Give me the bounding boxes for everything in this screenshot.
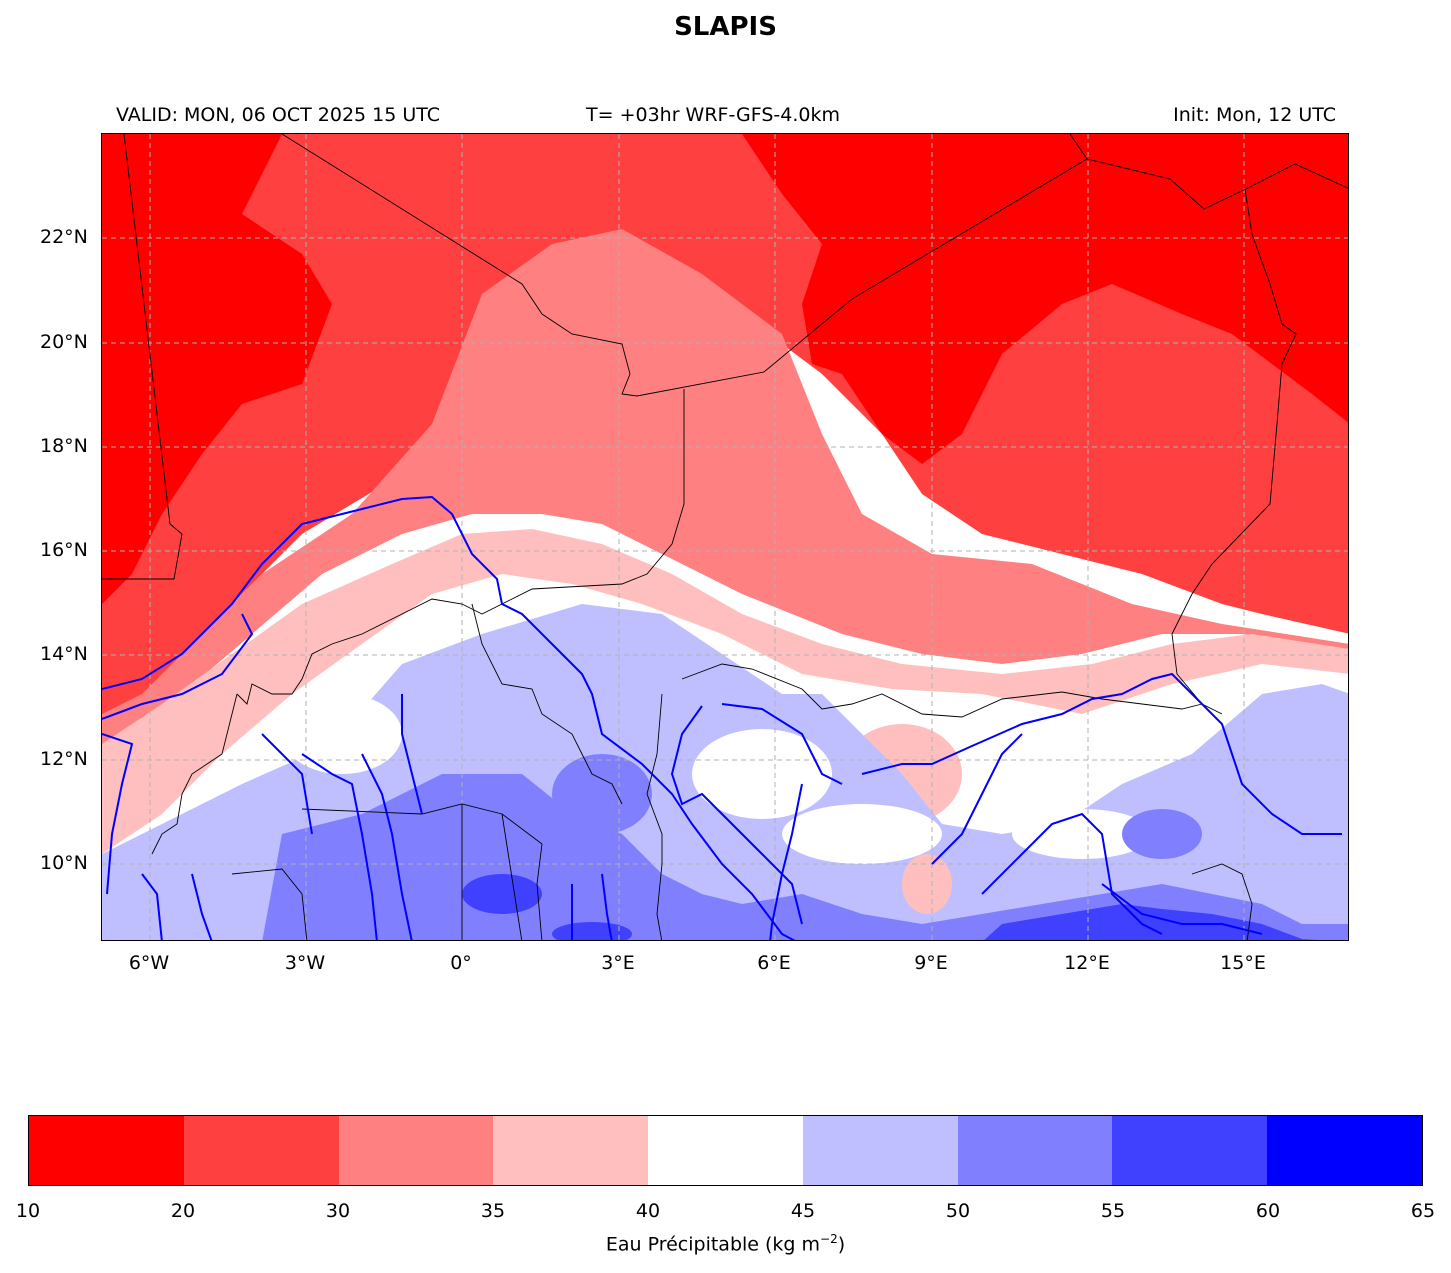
- field-35-40-patch: [902, 854, 952, 914]
- lon-tick-label: 9°E: [914, 952, 948, 974]
- lat-tick-label: 12°N: [40, 748, 88, 770]
- colorbar-tick-label: 45: [790, 1200, 816, 1222]
- lat-tick-label: 20°N: [40, 331, 88, 353]
- lon-tick-label: 15°E: [1220, 952, 1266, 974]
- lon-tick-label: 3°W: [284, 952, 326, 974]
- precipitable-water-map: [101, 133, 1349, 941]
- colorbar-segment: [957, 1116, 1113, 1185]
- lat-tick-label: 10°N: [40, 852, 88, 874]
- colorbar-segment: [1112, 1116, 1268, 1185]
- init-time-label: Init: Mon, 12 UTC: [1173, 104, 1336, 126]
- colorbar-title-end: ): [837, 1233, 846, 1256]
- colorbar-tick-label: 55: [1100, 1200, 1126, 1222]
- colorbar-tick-label: 35: [480, 1200, 506, 1222]
- colorbar-segment: [648, 1116, 803, 1185]
- colorbar-title-main: Eau Précipitable (kg m: [605, 1233, 821, 1256]
- valid-time-label: VALID: MON, 06 OCT 2025 15 UTC: [116, 104, 441, 126]
- colorbar-segment: [183, 1116, 339, 1185]
- field-10-20-nw: [102, 134, 332, 604]
- lat-tick-label: 16°N: [40, 539, 88, 561]
- colorbar-tick-label: 30: [325, 1200, 351, 1222]
- colorbar-tick-label: 65: [1410, 1200, 1436, 1222]
- lon-tick-label: 12°E: [1064, 952, 1110, 974]
- lon-tick-label: 6°W: [128, 952, 170, 974]
- field-35-40: [102, 529, 1348, 854]
- lat-tick-label: 22°N: [40, 226, 88, 248]
- colorbar-tick-label: 10: [15, 1200, 41, 1222]
- map-gridlines: [102, 134, 1348, 940]
- lon-tick-label: 3°E: [601, 952, 635, 974]
- colorbar-tick-label: 40: [635, 1200, 661, 1222]
- field-55-60: [984, 904, 1318, 940]
- colorbar-tick-label: 60: [1255, 1200, 1281, 1222]
- colorbar-tick-label: 20: [170, 1200, 196, 1222]
- lat-tick-label: 14°N: [40, 643, 88, 665]
- lon-tick-label: 6°E: [757, 952, 791, 974]
- colorbar-segment: [493, 1116, 649, 1185]
- colorbar-title-exponent: −2: [820, 1232, 838, 1246]
- model-run-label: T= +03hr WRF-GFS-4.0km: [586, 104, 840, 126]
- field-50-55-patch: [552, 754, 652, 834]
- field-40-45-hole: [1012, 809, 1152, 859]
- colorbar-segment: [338, 1116, 494, 1185]
- field-40-45-hole: [692, 729, 832, 819]
- colorbar-segment: [29, 1116, 184, 1185]
- map-title: SLAPIS: [674, 12, 777, 42]
- lat-tick-label: 18°N: [40, 435, 88, 457]
- field-10-20-ne: [742, 134, 1348, 464]
- colorbar-title: Eau Précipitable (kg m−2): [0, 1232, 1451, 1255]
- field-40-45-hole: [782, 804, 942, 864]
- field-55-60-patch: [462, 874, 542, 914]
- country-borders: [102, 134, 1348, 940]
- lon-tick-label: 0°: [450, 952, 472, 974]
- rivers: [102, 495, 1342, 940]
- field-50-55-patch: [1122, 809, 1202, 859]
- field-40-45-hole: [282, 694, 402, 774]
- colorbar-tick-label: 50: [945, 1200, 971, 1222]
- colorbar-segment: [1267, 1116, 1423, 1185]
- colorbar: [28, 1115, 1423, 1186]
- field-30-35: [102, 229, 1348, 754]
- colorbar-segment: [802, 1116, 958, 1185]
